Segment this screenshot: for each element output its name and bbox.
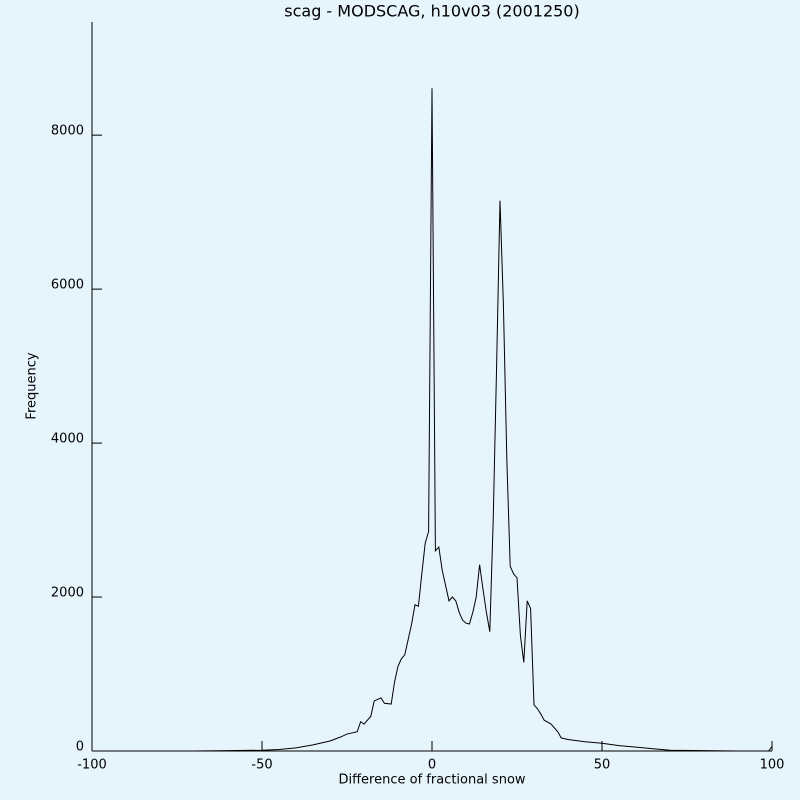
y-tick-label: 6000 [51, 278, 84, 293]
chart-title: scag - MODSCAG, h10v03 (2001250) [284, 2, 579, 21]
y-tick-label: 8000 [51, 124, 84, 139]
x-tick-label: 0 [428, 758, 436, 773]
x-tick-label: 100 [760, 758, 785, 773]
y-tick-label: 0 [76, 740, 84, 755]
x-tick-label: 50 [594, 758, 611, 773]
x-axis-label: Difference of fractional snow [338, 773, 525, 788]
data-line [92, 88, 773, 752]
y-tick-label: 2000 [51, 586, 84, 601]
y-tick-label: 4000 [51, 432, 84, 447]
y-axis-label: Frequency [25, 352, 40, 419]
x-tick-label: -100 [77, 758, 107, 773]
x-tick-label: -50 [251, 758, 272, 773]
